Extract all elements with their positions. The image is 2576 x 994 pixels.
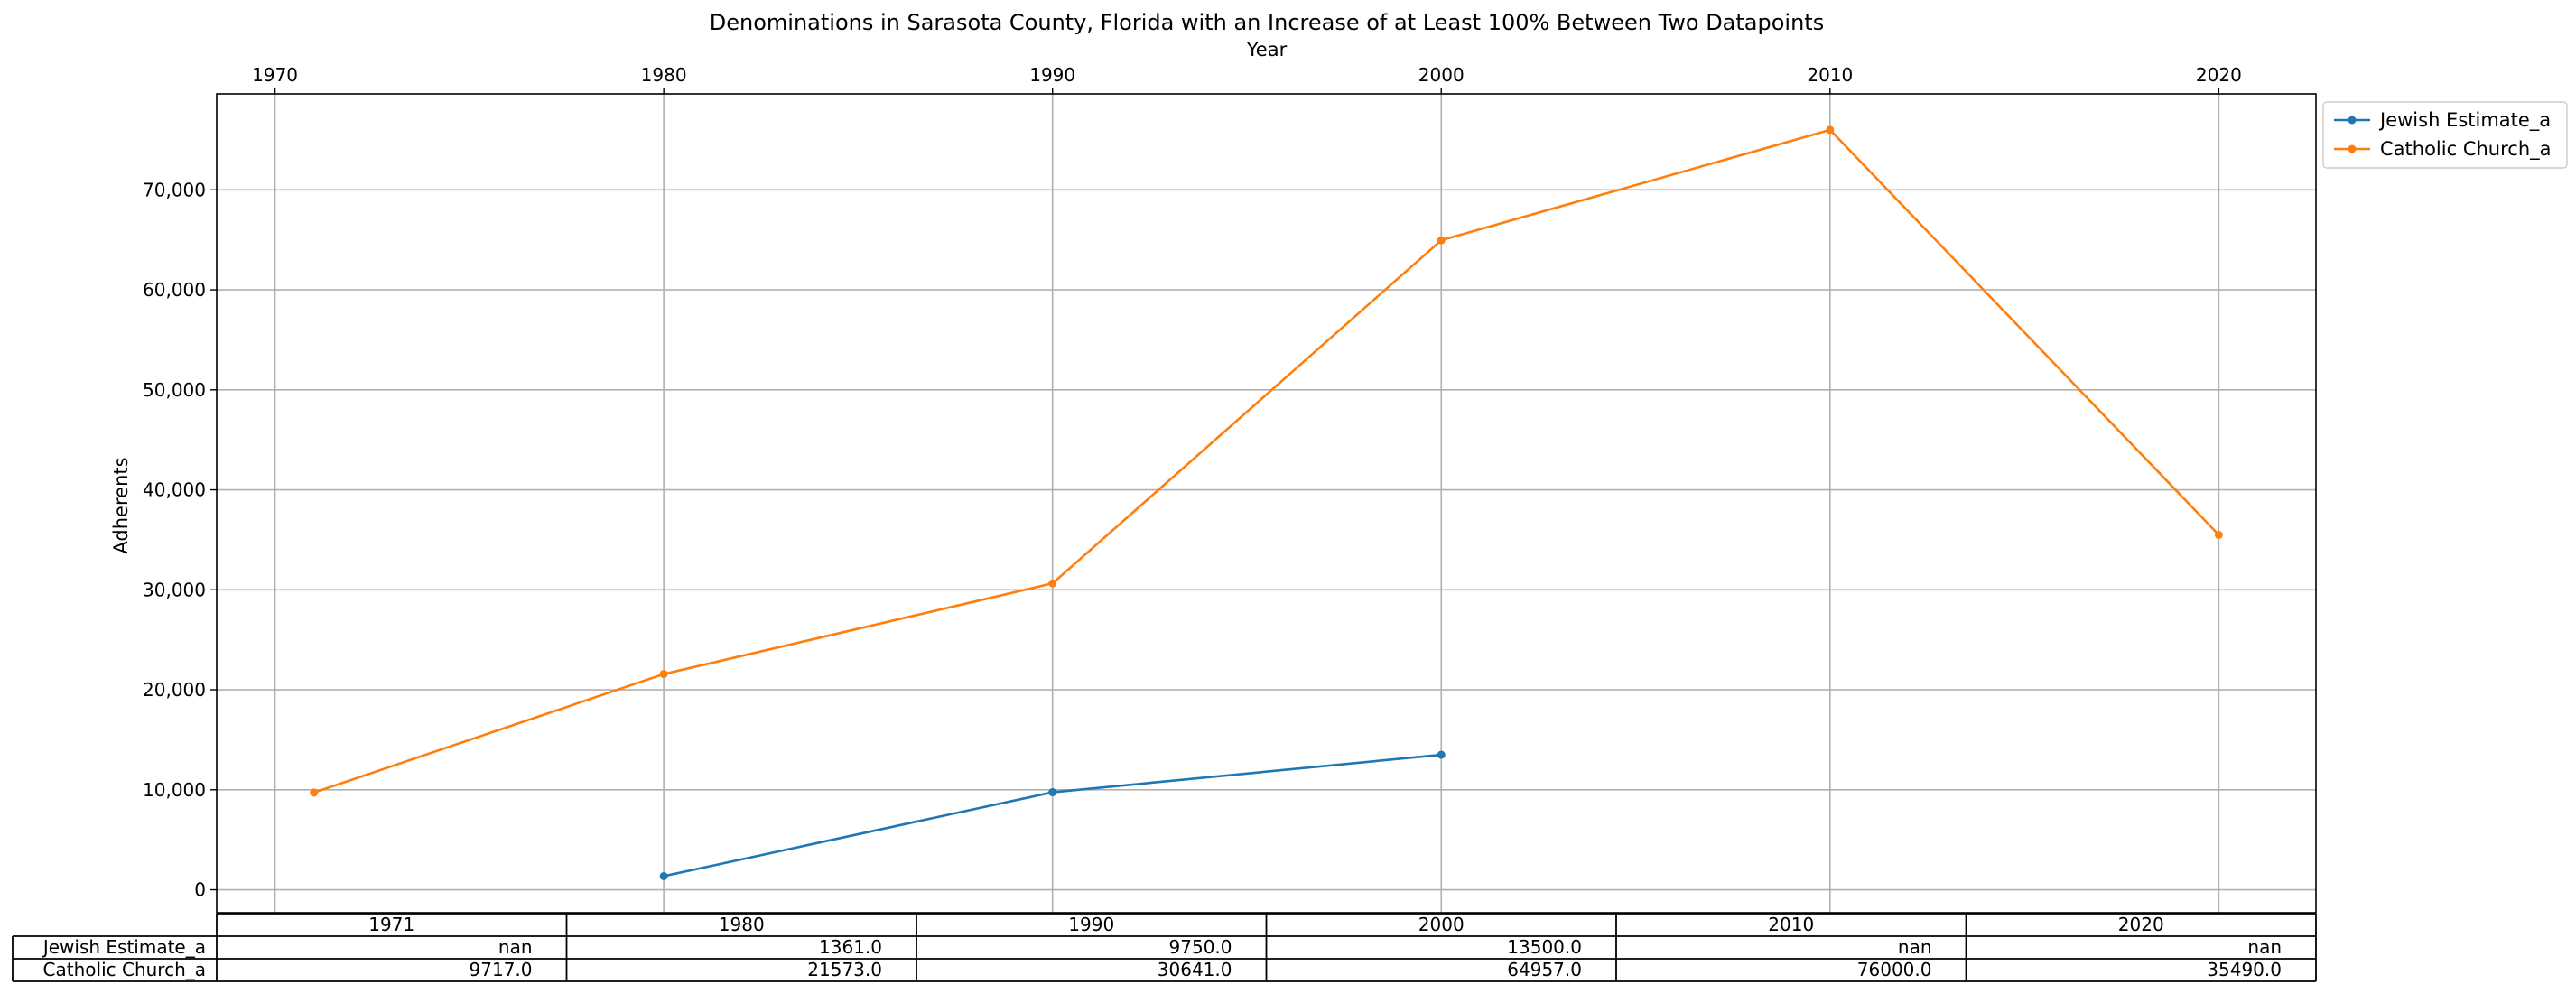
- table-cell: 76000.0: [1857, 959, 1932, 980]
- table-cell: 64957.0: [1507, 959, 1582, 980]
- legend-marker-catholic: [2348, 144, 2357, 153]
- data-point: [1437, 750, 1446, 759]
- y-tick-label: 60,000: [143, 279, 206, 301]
- grid: [217, 94, 2316, 913]
- legend: Jewish Estimate_a Catholic Church_a: [2322, 101, 2568, 169]
- y-tick-label: 20,000: [143, 679, 206, 701]
- x-tick-label: 1990: [1029, 64, 1075, 86]
- x-tick-label: 1970: [252, 64, 298, 86]
- y-tick-label: 10,000: [143, 779, 206, 801]
- table-cell: nan: [2247, 936, 2282, 958]
- x-tick-label: 2020: [2196, 64, 2242, 86]
- x-tick-label: 2000: [1418, 64, 1465, 86]
- legend-frame: [2322, 101, 2568, 169]
- y-axis-label: Adherents: [110, 457, 132, 553]
- table-column-header: 1971: [368, 914, 414, 935]
- data-point: [2214, 530, 2223, 539]
- data-point: [1437, 236, 1446, 245]
- table-column-header: 2020: [2118, 914, 2164, 935]
- plot-frame: [216, 93, 2317, 914]
- x-axis-label: Year: [1246, 39, 1288, 60]
- data-point: [1048, 579, 1057, 588]
- table-cell: 9717.0: [470, 959, 533, 980]
- table-cell: nan: [498, 936, 533, 958]
- table-column-header: 1990: [1068, 914, 1114, 935]
- data-point: [1826, 125, 1835, 135]
- y-tick-label: 50,000: [143, 379, 206, 401]
- table-row-label: Jewish Estimate_a: [42, 936, 206, 958]
- data-table: 1971 1980 1990 2000 2010 2020 Jewish Estimate_…: [12, 913, 2317, 982]
- chart-title: Denominations in Sarasota County, Florid…: [710, 10, 1824, 35]
- series-line-1: [313, 128, 2220, 794]
- table-cell: 1361.0: [819, 936, 882, 958]
- data-point: [659, 670, 668, 679]
- y-tick-label: 40,000: [143, 479, 206, 501]
- table-cell: 35490.0: [2207, 959, 2282, 980]
- legend-label-catholic: Catholic Church_a: [2380, 138, 2552, 161]
- legend-label-jewish: Jewish Estimate_a: [2378, 109, 2551, 132]
- series-layer: [310, 125, 2223, 880]
- y-tick-label: 70,000: [143, 179, 206, 200]
- y-tick-label: 30,000: [143, 579, 206, 600]
- legend-marker-jewish: [2348, 116, 2357, 125]
- table-cell: 21573.0: [807, 959, 882, 980]
- data-point: [659, 871, 668, 880]
- table-column-header: 2010: [1768, 914, 1814, 935]
- table-column-header: 1980: [719, 914, 765, 935]
- table-row-label: Catholic Church_a: [43, 959, 206, 980]
- table-cell: 30641.0: [1158, 959, 1232, 980]
- table-cell: nan: [1898, 936, 1932, 958]
- table-text: 1971 1980 1990 2000 2010 2020 Jewish Estimate_…: [42, 914, 2282, 980]
- table-grid: [12, 913, 2317, 982]
- x-ticks: 1970 1980 1990 2000 2010 2020: [252, 64, 2242, 94]
- y-ticks: 0 10,000 20,000 30,000 40,000 50,000 60,000 70,…: [143, 179, 217, 901]
- x-tick-label: 1980: [641, 64, 687, 86]
- table-cell: 9750.0: [1169, 936, 1232, 958]
- table-column-header: 2000: [1418, 914, 1465, 935]
- data-point: [1048, 788, 1057, 797]
- table-cell: 13500.0: [1507, 936, 1582, 958]
- x-tick-label: 2010: [1807, 64, 1853, 86]
- y-tick-label: 0: [194, 879, 206, 901]
- data-point: [310, 788, 319, 797]
